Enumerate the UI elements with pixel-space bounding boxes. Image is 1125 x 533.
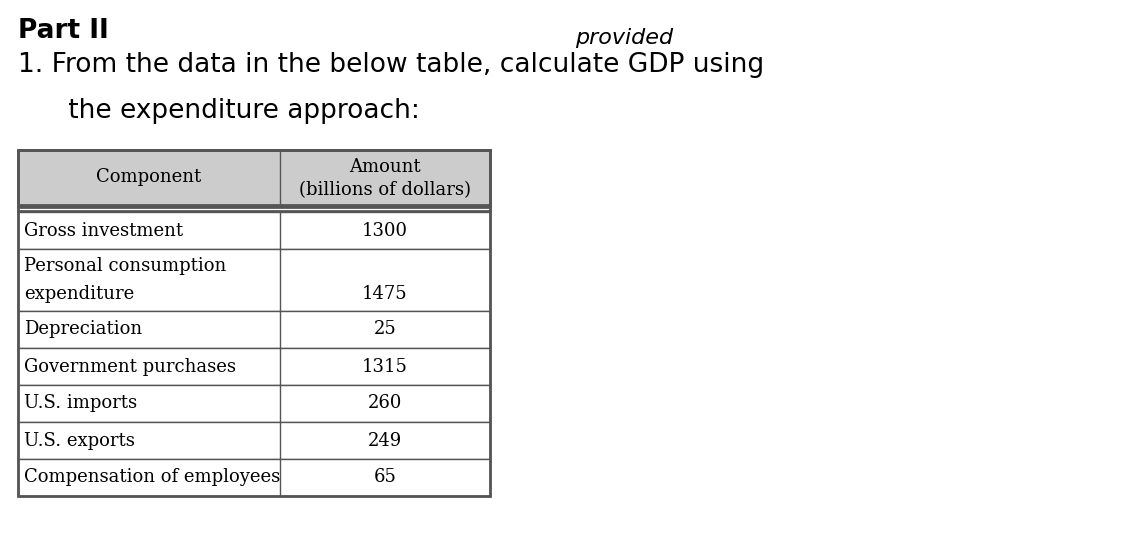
Text: 1300: 1300 [362,222,408,239]
Bar [18,348,490,385]
Text: 65: 65 [374,469,396,487]
Bar [18,212,490,249]
Point [273,419,287,425]
Bar [18,422,490,459]
Point [273,382,287,388]
Point [273,345,287,351]
Text: Compensation of employees: Compensation of employees [24,469,280,487]
Text: 25: 25 [374,320,396,338]
Point [273,382,287,388]
Text: Gross investment: Gross investment [24,222,183,239]
Point [273,202,287,208]
Point [484,204,497,210]
Text: Personal consumption: Personal consumption [24,257,226,276]
Point [273,456,287,462]
Point [273,456,287,462]
Text: (billions of dollars): (billions of dollars) [299,181,471,199]
Text: 1. From the data in the below table, calculate GDP using: 1. From the data in the below table, cal… [18,52,764,78]
Point [11,204,25,210]
Text: Depreciation: Depreciation [24,320,142,338]
Text: Amount: Amount [349,157,421,175]
Point [273,246,287,252]
Text: U.S. exports: U.S. exports [24,432,135,449]
Text: Part II: Part II [18,18,109,44]
Bar [18,385,490,422]
Text: 260: 260 [368,394,403,413]
Bar [18,150,490,205]
Point [273,209,287,215]
Point [11,208,25,214]
Point [273,246,287,252]
Point [273,493,287,499]
Point [273,345,287,351]
Text: the expenditure approach:: the expenditure approach: [18,98,420,124]
Bar [18,150,490,496]
Text: provided: provided [575,28,673,48]
Text: 1315: 1315 [362,358,408,376]
Bar [18,249,490,311]
Text: 1475: 1475 [362,285,408,303]
Text: expenditure: expenditure [24,285,134,303]
Point [484,208,497,214]
Text: Component: Component [97,168,201,187]
Point [273,147,287,153]
Bar [18,311,490,348]
Bar [18,459,490,496]
Text: Government purchases: Government purchases [24,358,236,376]
Point [273,419,287,425]
Point [273,308,287,314]
Point [273,308,287,314]
Text: 249: 249 [368,432,402,449]
Text: U.S. imports: U.S. imports [24,394,137,413]
